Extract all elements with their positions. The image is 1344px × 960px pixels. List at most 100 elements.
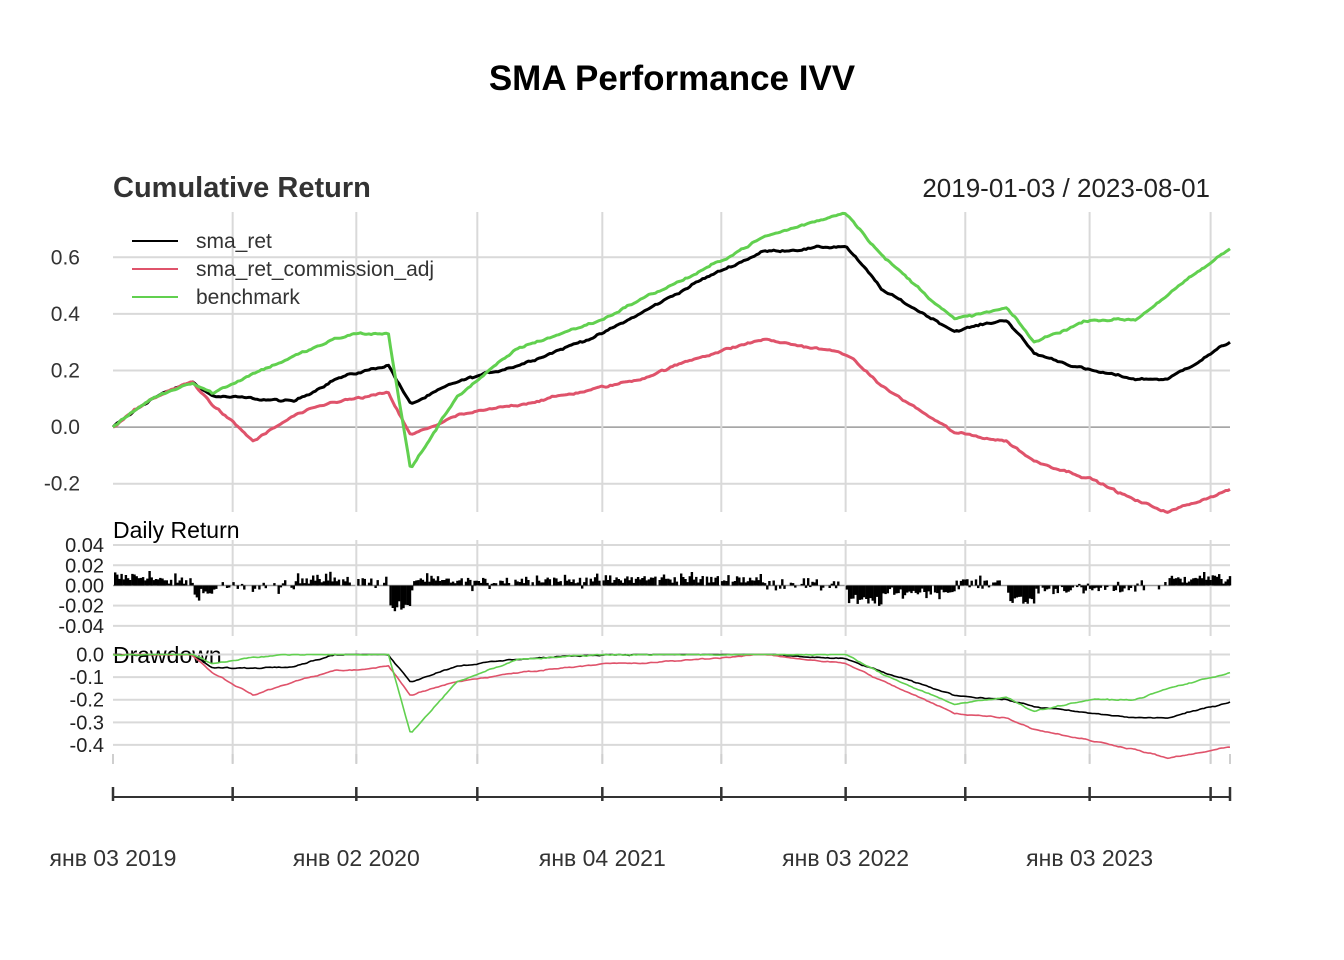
daily-return-bar bbox=[886, 585, 889, 594]
daily-return-bar bbox=[692, 579, 696, 586]
daily-return-bar bbox=[727, 575, 730, 586]
y-tick-label: -0.02 bbox=[58, 596, 104, 618]
daily-return-bar bbox=[619, 580, 623, 586]
daily-return-bar bbox=[942, 585, 945, 593]
daily-return-bar bbox=[1215, 576, 1219, 586]
daily-return-bar bbox=[766, 585, 769, 590]
daily-return-bar bbox=[1228, 576, 1232, 586]
daily-return-bar bbox=[630, 577, 633, 586]
daily-return-bar bbox=[1015, 585, 1019, 598]
daily-return-bar bbox=[878, 585, 881, 606]
daily-return-bar bbox=[964, 579, 967, 586]
daily-return-bar bbox=[303, 583, 306, 586]
daily-return-bar bbox=[929, 585, 932, 595]
y-tick-label: 0.2 bbox=[51, 359, 80, 382]
daily-return-bar bbox=[434, 580, 437, 586]
daily-return-bar bbox=[451, 581, 455, 586]
daily-return-bar bbox=[367, 582, 371, 586]
daily-return-bar bbox=[1213, 575, 1217, 586]
daily-return-bar bbox=[314, 580, 317, 586]
daily-return-bar bbox=[1093, 585, 1096, 589]
daily-return-bar bbox=[189, 578, 192, 586]
daily-return-bar bbox=[277, 585, 280, 594]
daily-return-bar bbox=[292, 585, 295, 590]
daily-return-bar bbox=[977, 585, 980, 589]
daily-return-bar bbox=[1170, 575, 1174, 586]
daily-return-bar bbox=[628, 580, 631, 586]
daily-return-bar bbox=[714, 577, 717, 586]
daily-return-bar bbox=[116, 574, 119, 586]
daily-return-bar bbox=[1207, 576, 1210, 586]
daily-return-bar bbox=[1168, 578, 1171, 586]
daily-return-bar bbox=[658, 580, 661, 586]
daily-return-bar bbox=[322, 581, 326, 586]
daily-return-bar bbox=[832, 581, 836, 586]
daily-return-bar bbox=[357, 579, 360, 586]
x-tick-label: янв 02 2020 bbox=[293, 845, 420, 871]
daily-return-bar bbox=[998, 580, 1001, 586]
daily-return-bar bbox=[974, 579, 978, 586]
daily-return-bar bbox=[548, 579, 552, 586]
daily-return-bar bbox=[1080, 585, 1083, 588]
daily-return-bar bbox=[165, 580, 168, 586]
daily-return-bar bbox=[602, 580, 605, 586]
daily-return-bar bbox=[585, 577, 588, 586]
daily-return-bar bbox=[1024, 585, 1027, 602]
daily-return-bar bbox=[578, 577, 582, 586]
daily-return-bar bbox=[1069, 585, 1072, 591]
daily-return-bar bbox=[1196, 578, 1199, 586]
daily-return-bar bbox=[1185, 582, 1189, 586]
daily-return-bar bbox=[858, 585, 861, 600]
daily-return-bar bbox=[383, 582, 386, 586]
daily-return-bar bbox=[748, 577, 752, 586]
daily-return-bar bbox=[1076, 585, 1079, 588]
y-tick-label: 0.02 bbox=[65, 555, 104, 577]
daily-return-bar bbox=[837, 581, 840, 586]
daily-return-bar bbox=[535, 575, 539, 586]
daily-return-bar bbox=[862, 585, 866, 598]
daily-return-bar bbox=[279, 585, 283, 588]
y-tick-label: 0.0 bbox=[76, 645, 104, 667]
daily-return-bar bbox=[251, 585, 255, 592]
daily-return-bar bbox=[294, 581, 298, 586]
y-tick-label: -0.2 bbox=[44, 473, 80, 496]
daily-return-bar bbox=[609, 575, 612, 586]
daily-return-bar bbox=[1011, 585, 1014, 603]
y-tick-label: -0.4 bbox=[70, 735, 104, 757]
daily-return-bar bbox=[632, 582, 635, 586]
daily-return-bar bbox=[753, 580, 756, 586]
daily-return-bar bbox=[178, 580, 181, 586]
daily-return-bar bbox=[897, 585, 900, 594]
daily-return-bar bbox=[921, 585, 924, 589]
daily-return-bar bbox=[731, 581, 734, 586]
daily-return-bar bbox=[822, 585, 825, 588]
daily-return-bar bbox=[402, 585, 405, 609]
daily-return-bar bbox=[1017, 585, 1021, 597]
daily-return-bar bbox=[938, 585, 941, 600]
daily-return-bar bbox=[413, 581, 416, 586]
legend: sma_ret sma_ret_commission_adj benchmark bbox=[132, 230, 434, 309]
daily-return-bar bbox=[135, 576, 138, 586]
daily-return-bar bbox=[987, 585, 991, 588]
daily-return-bar bbox=[763, 583, 767, 586]
daily-return-bar bbox=[1224, 581, 1227, 586]
daily-return-bar bbox=[959, 580, 963, 586]
daily-return-bar bbox=[1048, 585, 1051, 589]
daily-return-bar bbox=[604, 575, 608, 586]
daily-return-bar bbox=[389, 585, 392, 606]
main-title: SMA Performance IVV bbox=[489, 59, 856, 98]
x-tick-label: янв 03 2023 bbox=[1026, 845, 1153, 871]
daily-return-bar bbox=[1164, 582, 1167, 586]
daily-return-panel: 0.040.020.00-0.02-0.04 bbox=[58, 535, 1232, 638]
daily-return-bar bbox=[968, 585, 971, 588]
daily-return-bar bbox=[161, 578, 164, 586]
daily-return-bar bbox=[794, 585, 797, 588]
daily-return-bar bbox=[933, 585, 937, 593]
daily-return-bar bbox=[185, 580, 188, 586]
daily-return-bar bbox=[1067, 585, 1070, 592]
daily-return-bar bbox=[690, 572, 694, 586]
daily-return-bar bbox=[221, 582, 224, 586]
daily-return-bar bbox=[791, 583, 795, 586]
daily-return-bar bbox=[1043, 585, 1047, 592]
daily-return-bar bbox=[438, 581, 442, 586]
